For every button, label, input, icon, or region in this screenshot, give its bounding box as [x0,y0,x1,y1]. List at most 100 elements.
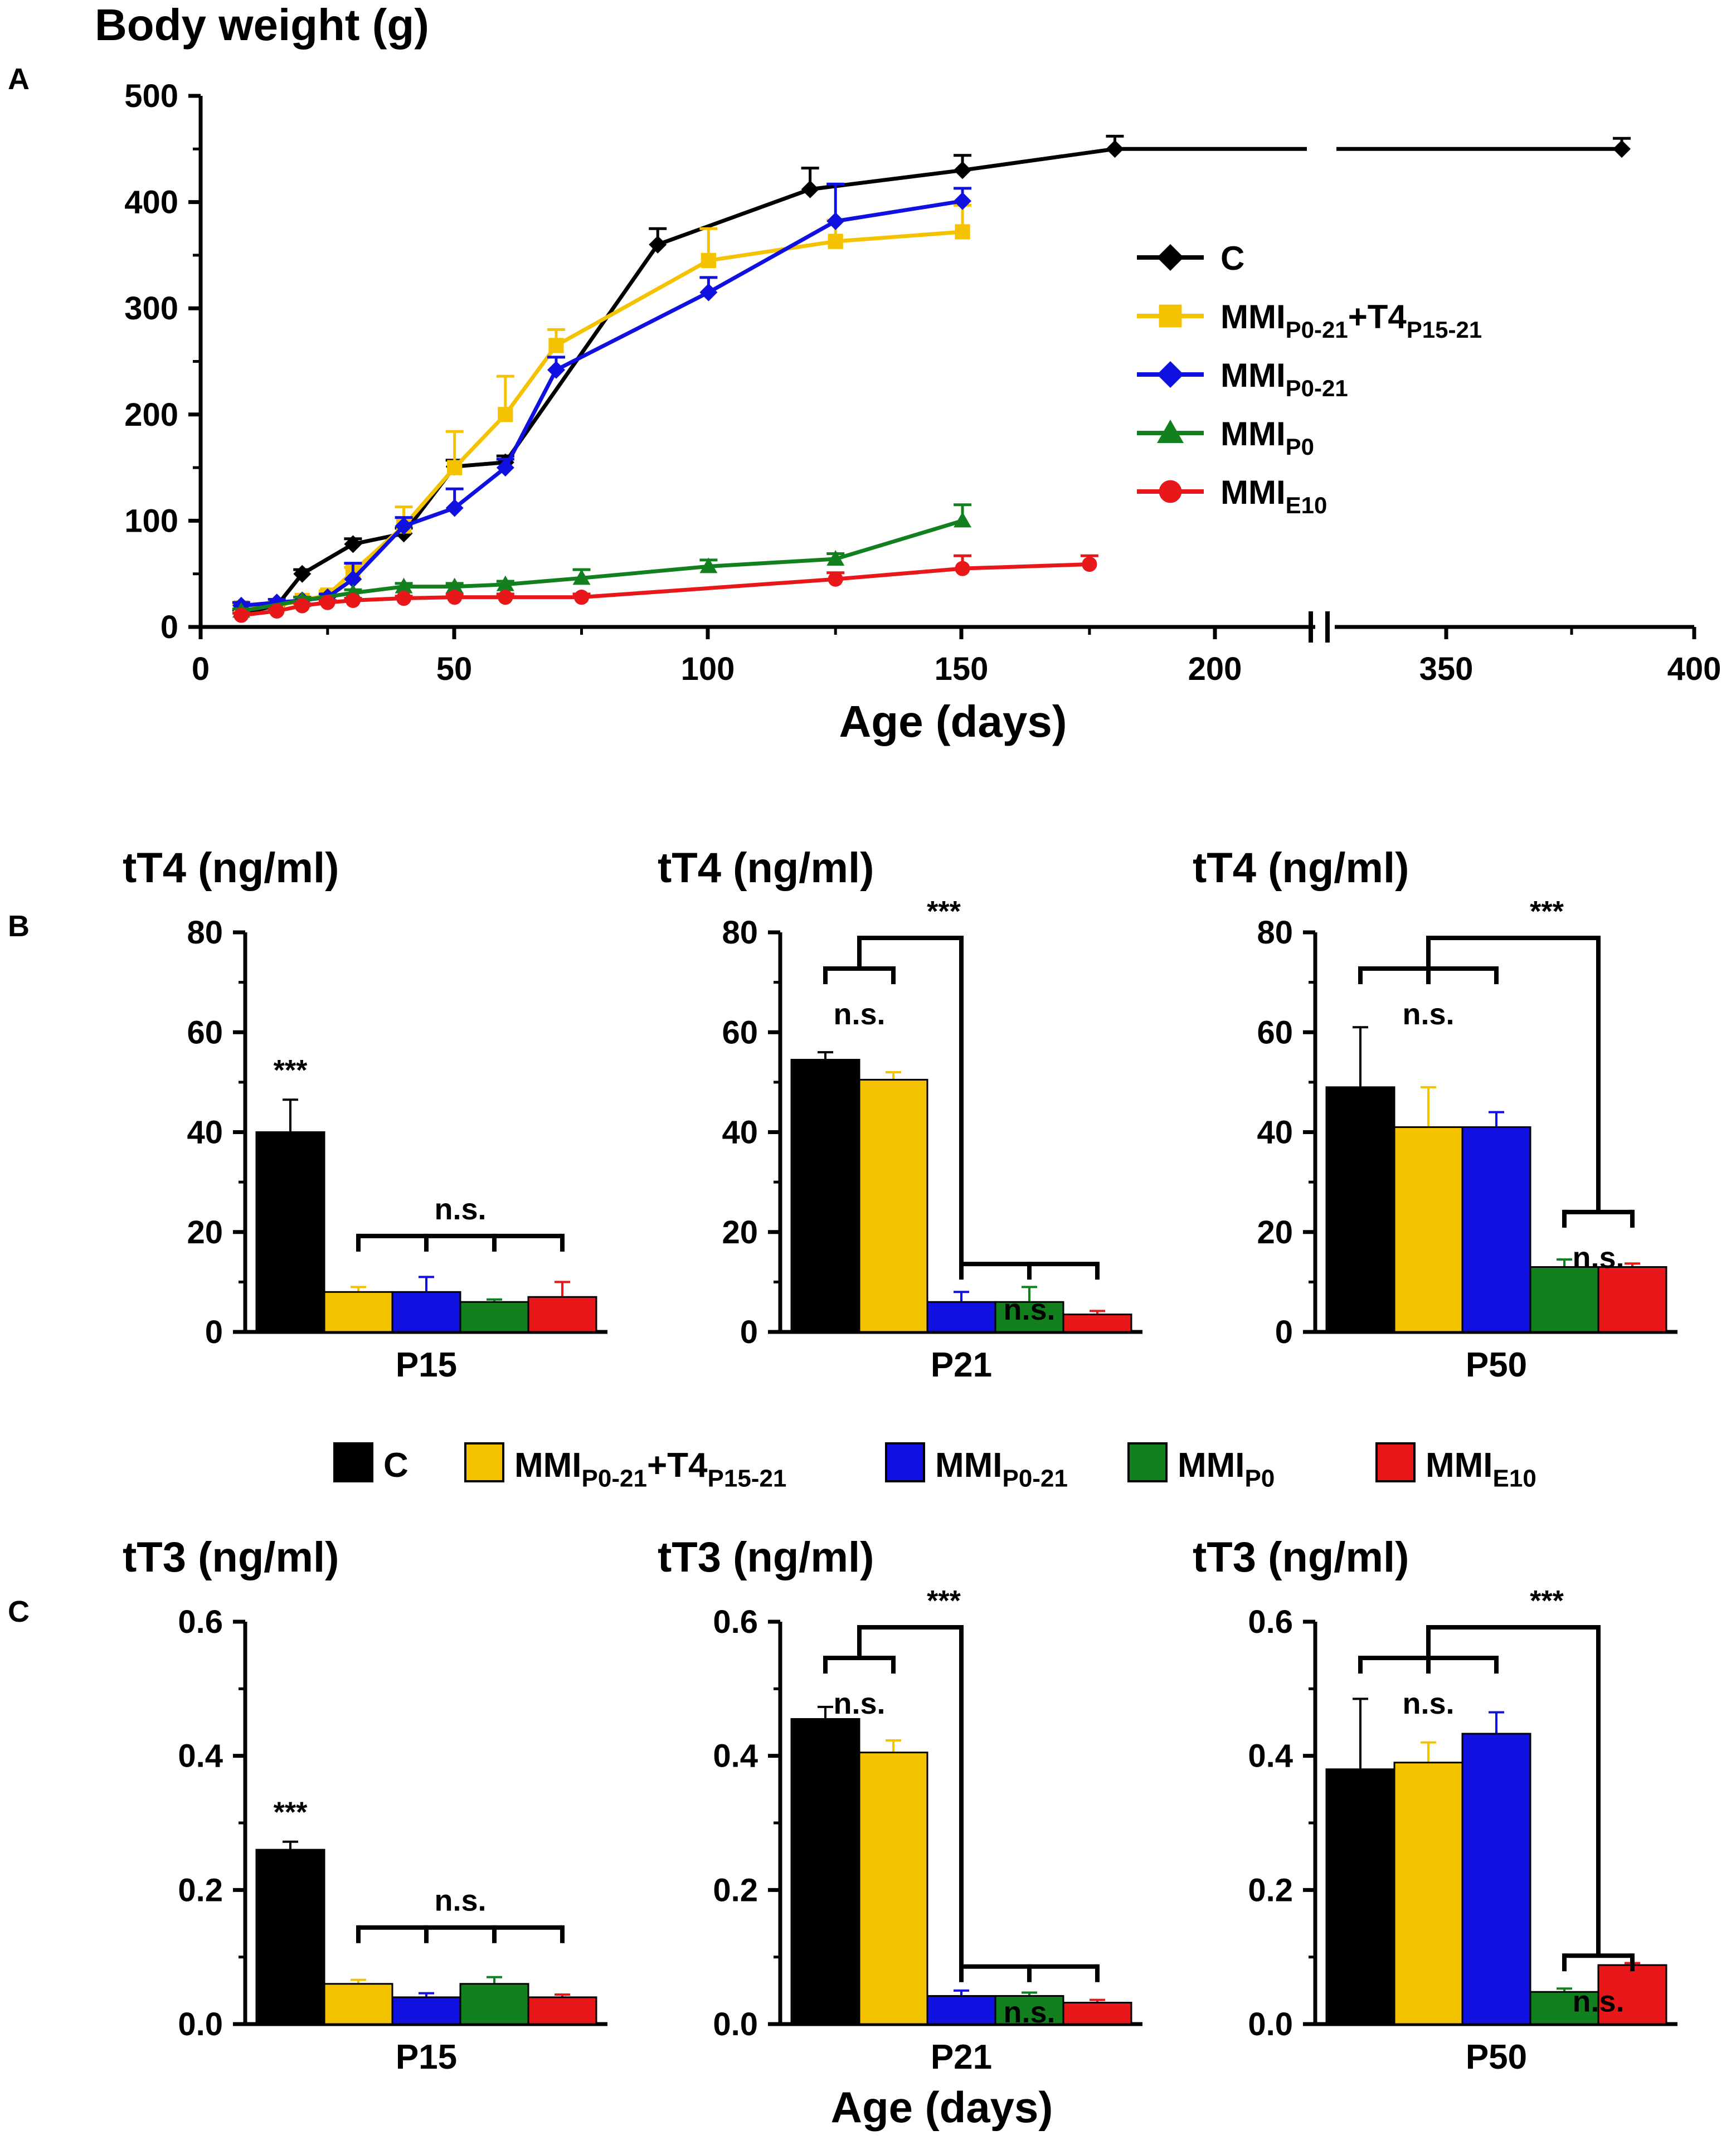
bar-ytick-label: 0.4 [713,1738,758,1774]
bar-chart-B2: tT4 (ng/ml) 0 20 40 60 80 P21 n.s. n.s. *** [658,844,1142,1384]
sig-label: *** [927,896,961,928]
chart-a-legend: C MMIP0-21+T4P15-21 MMIP0-21 MMIP0 MMIE10 [1137,240,1482,518]
chart-a-xtick-label: 100 [681,651,735,687]
panel-label-a: A [8,62,30,96]
sig-label: n.s. [1402,998,1454,1031]
bar-ytick-label: 0.6 [713,1604,758,1640]
bar-MMI_E10 [1062,1314,1132,1333]
sig-link-bracket [1426,1625,1601,1956]
bar-ytick-label: 20 [1257,1214,1293,1251]
chart-a-point [1106,140,1124,158]
bar-MMI_P0 [994,1301,1064,1333]
panel-label-c: C [8,1595,30,1628]
bar-ytick-label: 0.2 [713,1872,758,1908]
legend-b-swatch [1375,1442,1416,1482]
bar-MMI_E10 [527,1996,597,2025]
chart-a-point [294,598,310,614]
chart-a-point [954,192,972,210]
shared-bar-legend: C MMIP0-21+T4P15-21 MMIP0-21 MMIP0 MMIE10 [333,1442,1536,1492]
chart-a-point [826,550,845,566]
bar-MMI_P0 [459,1983,529,2025]
chart-a-xtick-label: 0 [192,651,210,687]
chart-a-point [447,460,463,475]
bar-xlabel: P21 [931,2038,992,2076]
chart-a-point [395,517,413,535]
sig-link-bracket [1426,936,1601,1212]
legend-a-label: MMIP0-21 [1220,357,1348,401]
chart-a-series [232,554,1098,623]
legend-b-swatch [1127,1442,1168,1482]
bar-MMI_P0-21 [1461,1733,1531,2025]
chart-a-point [396,590,412,606]
bar-chart-title: tT4 (ng/ml) [123,844,339,892]
chart-a-point [496,459,514,477]
chart-a-point [954,512,972,528]
bar-chart-B1: tT4 (ng/ml) 0 20 40 60 80 P15 *** n.s. [123,844,607,1384]
legend-b-label: MMIE10 [1426,1446,1536,1492]
bar-ytick-label: 40 [1257,1115,1293,1151]
sig-label: n.s. [1572,1985,1624,2018]
bar-chart-C2: tT3 (ng/ml) 0.0 0.2 0.4 0.6 P21 n.s. n.s. *** [658,1534,1142,2076]
sig-label: n.s. [434,1193,486,1226]
bar-MMI_P0-21_T4 [858,1078,928,1333]
chart-a-point [826,212,845,230]
chart-a-point [699,557,718,573]
bar-chart-B3: tT4 (ng/ml) 0 20 40 60 80 P50 n.s. n.s. *** [1193,844,1677,1384]
chart-a-series-line [241,147,1622,615]
bar-ytick-label: 0.6 [1248,1604,1293,1640]
legend-b-label: MMIP0 [1178,1446,1275,1492]
chart-a-point [395,577,413,594]
bar-MMI_P0 [459,1301,529,1333]
legend-a-marker [1157,361,1184,388]
bar-MMI_E10 [1062,2001,1132,2025]
chart-a-point [701,252,716,269]
bar-xlabel: P15 [396,2038,457,2076]
bar-C [255,1131,325,1333]
bar-ytick-label: 0.2 [178,1872,223,1908]
bar-ytick-label: 0.4 [1248,1738,1293,1774]
bar-C [1325,1086,1395,1333]
sig-label: *** [1530,896,1564,928]
bar-xlabel: P21 [931,1346,992,1384]
bar-MMI_P0-21 [926,1995,996,2025]
bar-C [790,1059,860,1333]
chart-a-xtick-label: 150 [935,651,989,687]
chart-a-point [954,161,972,179]
bar-MMI_P0-21 [391,1996,461,2025]
chart-a-point [548,338,564,353]
bar-chart-title: tT3 (ng/ml) [123,1534,339,1581]
chart-a-point [547,361,565,379]
legend-b-label: MMIP0-21 [935,1446,1068,1492]
bar-ytick-label: 0.0 [1248,2006,1293,2042]
chart-a-title: Body weight (g) [95,0,429,50]
chart-a-xlabel: Age (days) [839,697,1067,746]
chart-a-ytick-label: 500 [124,78,178,114]
bar-ytick-label: 20 [722,1214,758,1251]
chart-a-point [1613,140,1631,158]
sig-label: n.s. [1572,1241,1624,1275]
bar-ytick-label: 40 [722,1115,758,1151]
bar-xlabel: P15 [396,1346,457,1384]
chart-a-point [345,592,361,608]
chart-a-point [293,565,312,583]
bar-ytick-label: 60 [722,1014,758,1050]
bar-chart-title: tT4 (ng/ml) [658,844,874,892]
bar-chart-title: tT3 (ng/ml) [658,1534,874,1581]
legend-a-label: MMIP0-21+T4P15-21 [1220,298,1482,343]
bar-C [255,1849,325,2025]
chart-a-point [269,603,285,619]
legend-b-label: MMIP0-21+T4P15-21 [514,1446,786,1492]
bar-ytick-label: 0 [205,1314,223,1350]
bar-xlabel: P50 [1466,2038,1527,2076]
bar-MMI_E10 [527,1296,597,1333]
bar-chart-title: tT4 (ng/ml) [1193,844,1409,892]
sig-label: *** [927,1585,961,1617]
chart-a-point [1082,556,1097,572]
bar-MMI_P0-21 [391,1291,461,1333]
chart-a-point [699,283,718,301]
chart-a-point [344,570,362,588]
chart-a-point [344,535,362,553]
bar-ytick-label: 0.0 [713,2006,758,2042]
panel-label-b: B [8,909,30,943]
legend-a-marker [1159,480,1182,503]
